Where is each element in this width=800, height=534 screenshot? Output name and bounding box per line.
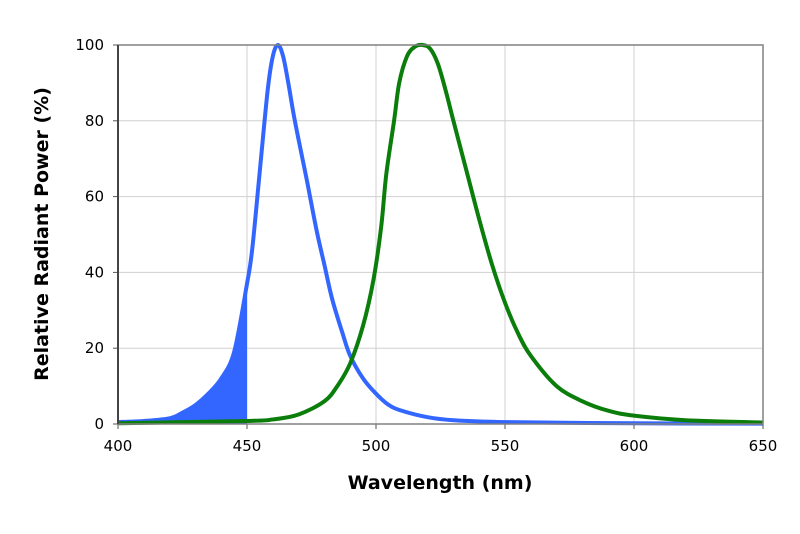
series-layer: [117, 42, 764, 426]
blue-filled-area: [118, 283, 247, 424]
y-tick-label: 80: [85, 112, 104, 130]
green-series-line: [117, 42, 764, 426]
x-tick-label: 550: [491, 437, 520, 455]
y-axis-label: Relative Radiant Power (%): [31, 87, 53, 381]
x-tick-label: 450: [233, 437, 262, 455]
gridlines: [117, 44, 764, 425]
blue-series-line: [117, 43, 764, 426]
y-tick-label: 60: [85, 188, 104, 206]
axes: [113, 44, 764, 429]
x-axis-label: Wavelength (nm): [348, 472, 533, 494]
y-tick-label: 0: [94, 415, 104, 433]
x-tick-labels: 400 450 500 550 600 650: [104, 437, 778, 455]
plot-frame: [117, 44, 764, 425]
x-tick-label: 500: [362, 437, 391, 455]
x-tick-label: 600: [620, 437, 649, 455]
y-tick-labels: 0 20 40 60 80 100: [75, 36, 104, 433]
x-tick-label: 650: [749, 437, 778, 455]
y-tick-label: 20: [85, 339, 104, 357]
x-tick-label: 400: [104, 437, 133, 455]
y-tick-label: 40: [85, 263, 104, 281]
y-tick-label: 100: [75, 36, 104, 54]
